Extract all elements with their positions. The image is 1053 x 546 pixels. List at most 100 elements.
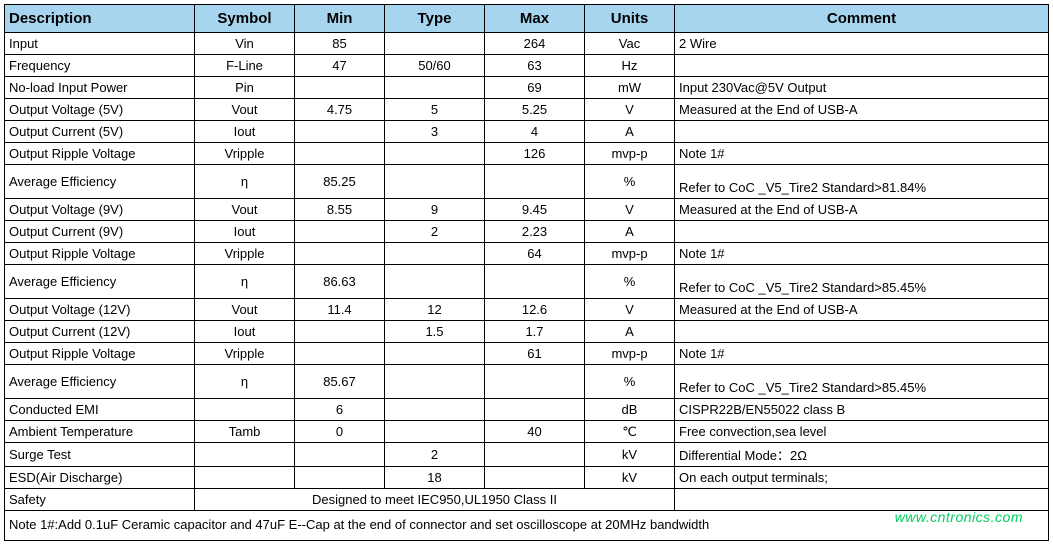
cell-comment [675,489,1049,511]
cell-description: Conducted EMI [5,399,195,421]
cell-max [485,443,585,467]
cell-comment: 2 Wire [675,33,1049,55]
cell-description: Input [5,33,195,55]
cell-min: 11.4 [295,299,385,321]
cell-comment: Note 1# [675,243,1049,265]
table-row: FrequencyF-Line4750/6063Hz [5,55,1049,77]
cell-units: kV [585,443,675,467]
cell-description: Output Current (5V) [5,121,195,143]
cell-description: Safety [5,489,195,511]
cell-type: 12 [385,299,485,321]
cell-type: 2 [385,221,485,243]
cell-units: % [585,365,675,399]
table-row: Surge Test2kVDifferential Mode：2Ω [5,443,1049,467]
cell-type [385,243,485,265]
cell-max [485,467,585,489]
cell-symbol: Vout [195,99,295,121]
cell-min: 4.75 [295,99,385,121]
cell-description: Output Voltage (9V) [5,199,195,221]
col-comment: Comment [675,5,1049,33]
cell-symbol: Vin [195,33,295,55]
cell-max: 5.25 [485,99,585,121]
cell-description: Average Efficiency [5,365,195,399]
cell-description: Frequency [5,55,195,77]
cell-min: 47 [295,55,385,77]
cell-min: 85.25 [295,165,385,199]
cell-comment: Note 1# [675,343,1049,365]
cell-symbol: Iout [195,221,295,243]
cell-comment: Refer to CoC _V5_Tire2 Standard>81.84% [675,165,1049,199]
cell-symbol: Iout [195,321,295,343]
table-row: No-load Input PowerPin69mWInput 230Vac@5… [5,77,1049,99]
cell-description: No-load Input Power [5,77,195,99]
cell-min: 85 [295,33,385,55]
cell-units: V [585,199,675,221]
cell-comment [675,321,1049,343]
cell-min: 86.63 [295,265,385,299]
table-row: Output Current (5V)Iout34A [5,121,1049,143]
table-row: Average Efficiencyη86.63%Refer to CoC _V… [5,265,1049,299]
cell-description: Average Efficiency [5,265,195,299]
cell-type: 9 [385,199,485,221]
cell-units: mvp-p [585,143,675,165]
cell-symbol [195,399,295,421]
col-units: Units [585,5,675,33]
col-type: Type [385,5,485,33]
cell-min: 85.67 [295,365,385,399]
cell-max: 1.7 [485,321,585,343]
cell-symbol: Vripple [195,143,295,165]
cell-max [485,399,585,421]
cell-max [485,165,585,199]
cell-comment: Measured at the End of USB-A [675,199,1049,221]
cell-symbol: Iout [195,121,295,143]
col-min: Min [295,5,385,33]
header-row: Description Symbol Min Type Max Units Co… [5,5,1049,33]
cell-units: ℃ [585,421,675,443]
cell-units: Vac [585,33,675,55]
cell-min [295,143,385,165]
cell-description: Average Efficiency [5,165,195,199]
cell-comment: Note 1# [675,143,1049,165]
spec-table: Description Symbol Min Type Max Units Co… [4,4,1049,541]
cell-max: 40 [485,421,585,443]
cell-max: 4 [485,121,585,143]
cell-comment: Free convection,sea level [675,421,1049,443]
cell-description: Output Current (9V) [5,221,195,243]
cell-units: V [585,299,675,321]
cell-min [295,321,385,343]
cell-units: mvp-p [585,343,675,365]
cell-units: V [585,99,675,121]
cell-symbol: Vripple [195,343,295,365]
cell-type [385,77,485,99]
cell-units: mvp-p [585,243,675,265]
cell-min: 0 [295,421,385,443]
cell-type [385,143,485,165]
cell-type: 50/60 [385,55,485,77]
safety-row: SafetyDesigned to meet IEC950,UL1950 Cla… [5,489,1049,511]
cell-max: 69 [485,77,585,99]
cell-comment: Refer to CoC _V5_Tire2 Standard>85.45% [675,365,1049,399]
cell-max: 61 [485,343,585,365]
cell-units: Hz [585,55,675,77]
table-row: Ambient TemperatureTamb040℃Free convecti… [5,421,1049,443]
cell-min: 6 [295,399,385,421]
cell-symbol: η [195,365,295,399]
cell-max [485,265,585,299]
cell-description: Output Ripple Voltage [5,243,195,265]
table-row: Output Ripple VoltageVripple61mvp-pNote … [5,343,1049,365]
col-symbol: Symbol [195,5,295,33]
table-row: Output Current (12V)Iout1.51.7A [5,321,1049,343]
cell-type: 5 [385,99,485,121]
cell-description: Output Current (12V) [5,321,195,343]
cell-comment [675,221,1049,243]
cell-min [295,443,385,467]
table-row: Conducted EMI6dBCISPR22B/EN55022 class B [5,399,1049,421]
cell-description: Surge Test [5,443,195,467]
cell-description: Output Ripple Voltage [5,143,195,165]
cell-units: A [585,121,675,143]
table-row: Output Voltage (12V)Vout11.41212.6VMeasu… [5,299,1049,321]
cell-symbol: Vout [195,199,295,221]
cell-comment: Refer to CoC _V5_Tire2 Standard>85.45% [675,265,1049,299]
cell-type [385,165,485,199]
cell-symbol: Pin [195,77,295,99]
